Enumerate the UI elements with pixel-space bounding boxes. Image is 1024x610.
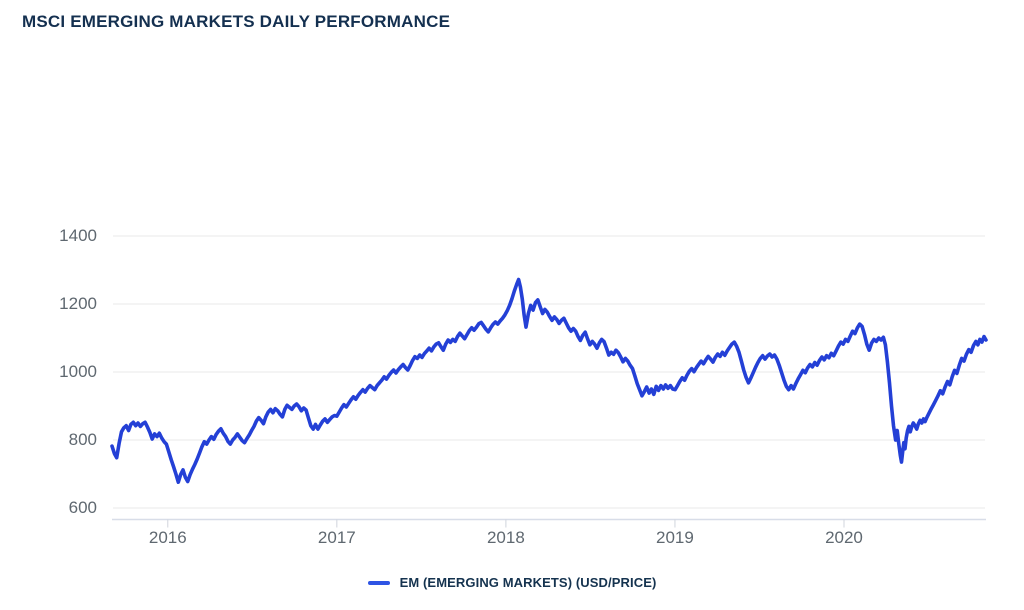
y-axis-tick-label: 800 <box>68 430 97 449</box>
x-axis-tick-label: 2018 <box>486 528 525 547</box>
x-axis-tick-label: 2020 <box>825 528 863 547</box>
chart-title: MSCI EMERGING MARKETS DAILY PERFORMANCE <box>22 12 451 31</box>
legend-line-swatch <box>367 580 390 585</box>
legend-label: EM (EMERGING MARKETS) (USD/PRICE) <box>399 575 657 590</box>
em-series-line <box>110 277 988 484</box>
y-axis-tick-label: 600 <box>68 498 97 517</box>
chart-legend: EM (EMERGING MARKETS) (USD/PRICE) <box>0 575 1024 590</box>
y-axis-tick-label: 1400 <box>59 226 97 245</box>
y-axis-tick-label: 1200 <box>59 294 97 313</box>
x-axis-tick-label: 2016 <box>148 528 187 547</box>
y-axis-tick-label: 1000 <box>59 362 97 381</box>
x-axis-tick-label: 2017 <box>317 528 356 547</box>
x-axis-tick-label: 2019 <box>656 528 694 547</box>
